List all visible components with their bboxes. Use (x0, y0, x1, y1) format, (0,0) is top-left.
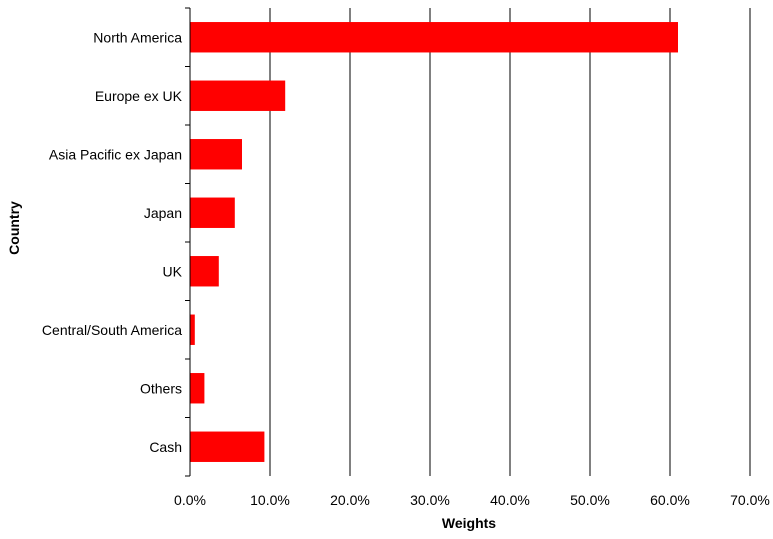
x-tick-label: 40.0% (490, 492, 530, 508)
x-tick-label: 50.0% (570, 492, 610, 508)
labels: 0.0% 10.0% 20.0% 30.0% 40.0% 50.0% 60.0% 70.0% N… (42, 29, 770, 508)
category-label: Asia Pacific ex Japan (49, 146, 182, 162)
bars (190, 22, 678, 462)
category-label: Central/South America (42, 322, 182, 338)
axes (185, 7, 191, 477)
category-label: North America (93, 29, 182, 45)
x-tick-label: 0.0% (174, 492, 206, 508)
x-tick-label: 20.0% (330, 492, 370, 508)
category-label: Others (140, 380, 182, 396)
gridlines (269, 8, 751, 476)
category-label: UK (163, 263, 183, 279)
bar (190, 80, 286, 111)
y-axis-title: Country (6, 201, 22, 255)
bar (190, 373, 205, 404)
x-axis-title: Weights (442, 515, 496, 531)
bar (190, 431, 265, 462)
category-label: Japan (144, 205, 182, 221)
bar (190, 197, 235, 228)
x-tick-label: 60.0% (650, 492, 690, 508)
x-tick-label: 30.0% (410, 492, 450, 508)
x-tick-label: 70.0% (730, 492, 770, 508)
x-tick-label: 10.0% (250, 492, 290, 508)
bar (190, 314, 195, 345)
category-label: Europe ex UK (95, 88, 183, 104)
category-label: Cash (149, 439, 182, 455)
bar (190, 139, 242, 170)
bar (190, 256, 219, 287)
bar (190, 22, 678, 53)
